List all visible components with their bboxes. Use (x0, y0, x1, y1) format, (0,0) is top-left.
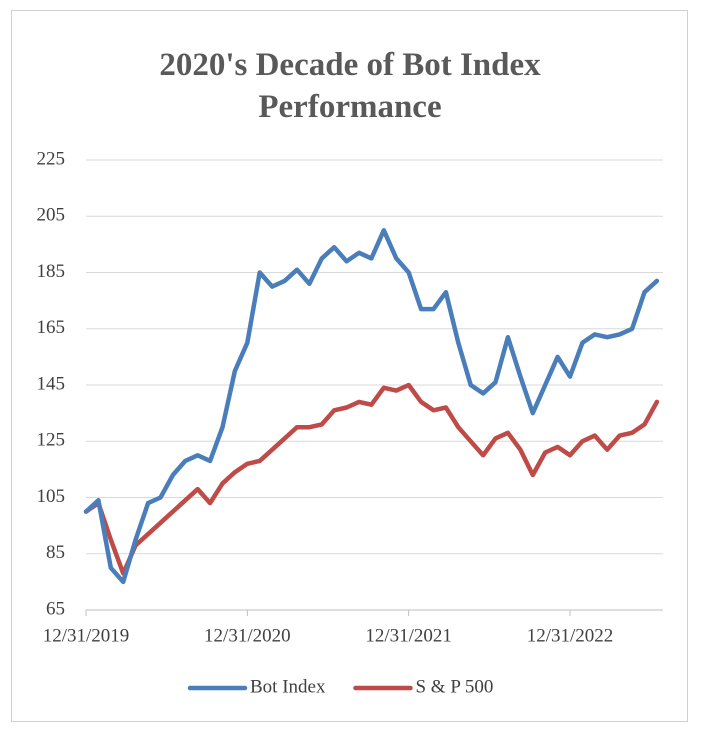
x-tick-label: 12/31/2022 (527, 625, 614, 646)
legend-label: Bot Index (250, 676, 326, 697)
y-tick-label: 125 (37, 430, 66, 451)
y-tick-label: 105 (37, 486, 66, 507)
x-tick-label: 12/31/2019 (43, 625, 130, 646)
x-tick-label: 12/31/2020 (204, 625, 291, 646)
y-tick-label: 145 (37, 373, 66, 394)
chart-title: 2020's Decade of Bot Index Performance (159, 47, 541, 125)
y-tick-label: 65 (46, 598, 65, 619)
y-tick-label: 85 (46, 542, 65, 563)
series-line (83, 382, 660, 576)
chart-frame (11, 10, 688, 722)
series-line (83, 228, 660, 585)
x-tick-label: 12/31/2021 (365, 625, 452, 646)
y-tick-label: 165 (37, 317, 66, 338)
y-tick-label: 225 (37, 148, 66, 169)
legend-label: S & P 500 (415, 676, 493, 697)
y-tick-label: 205 (37, 205, 66, 226)
y-tick-label: 185 (37, 261, 66, 282)
